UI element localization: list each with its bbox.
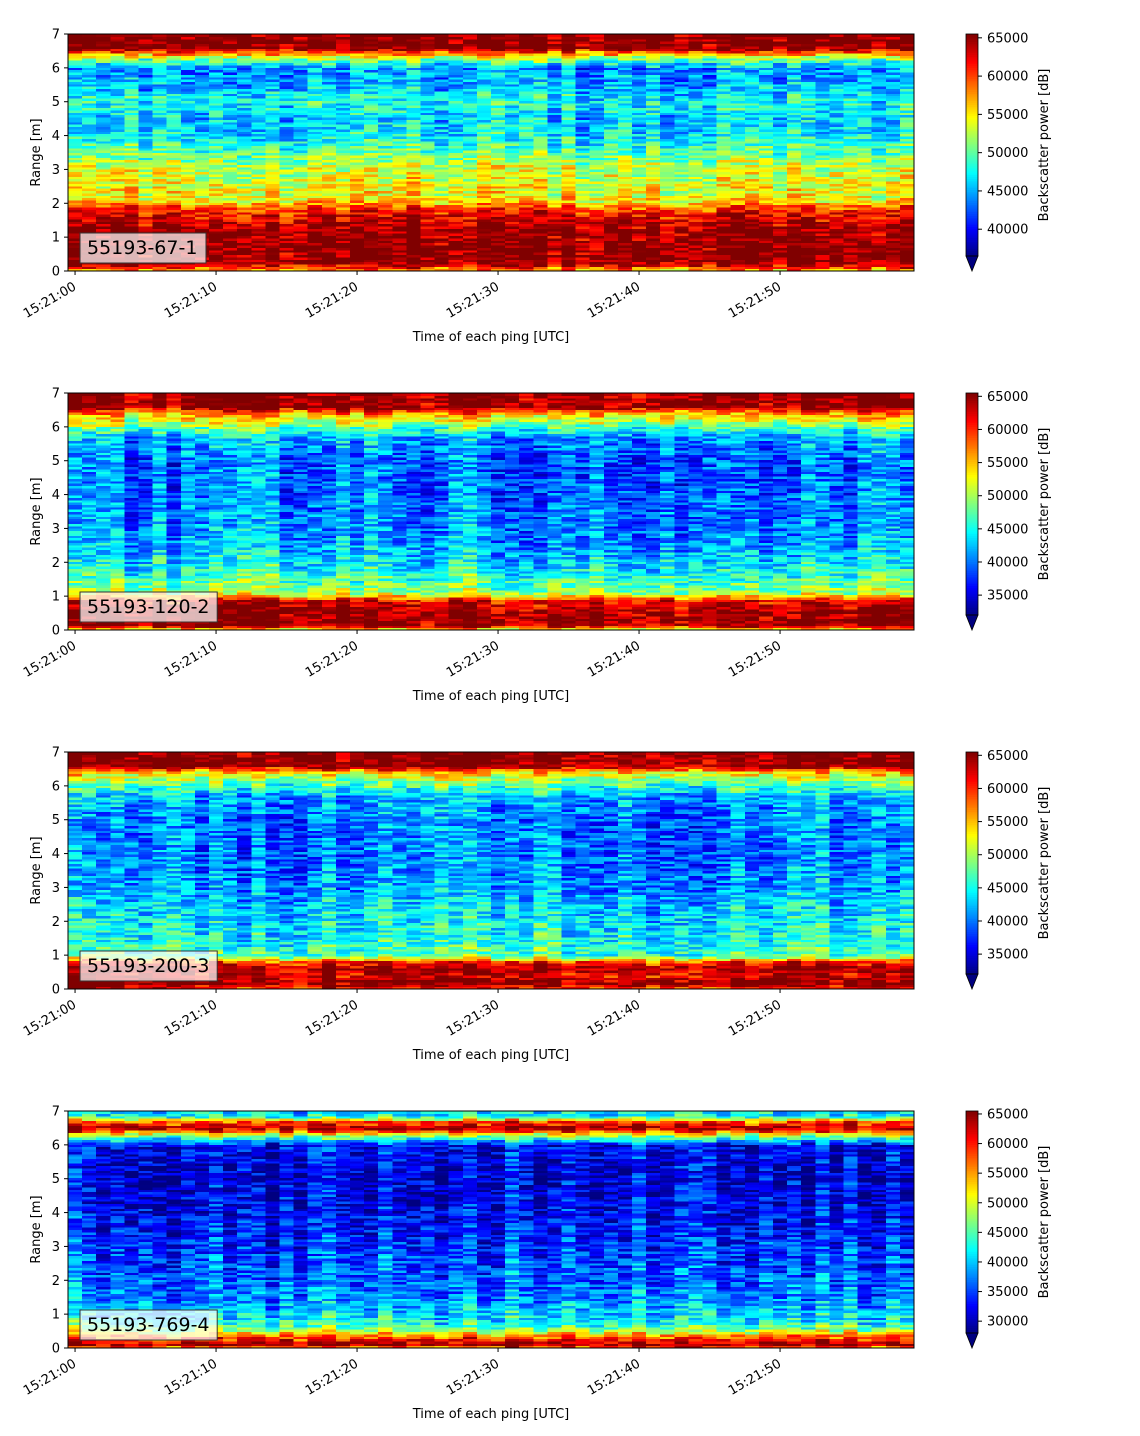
chart-panel-1: 01234567Range [m]15:21:00 15:21:10 15:21:2…	[21, 28, 1052, 346]
